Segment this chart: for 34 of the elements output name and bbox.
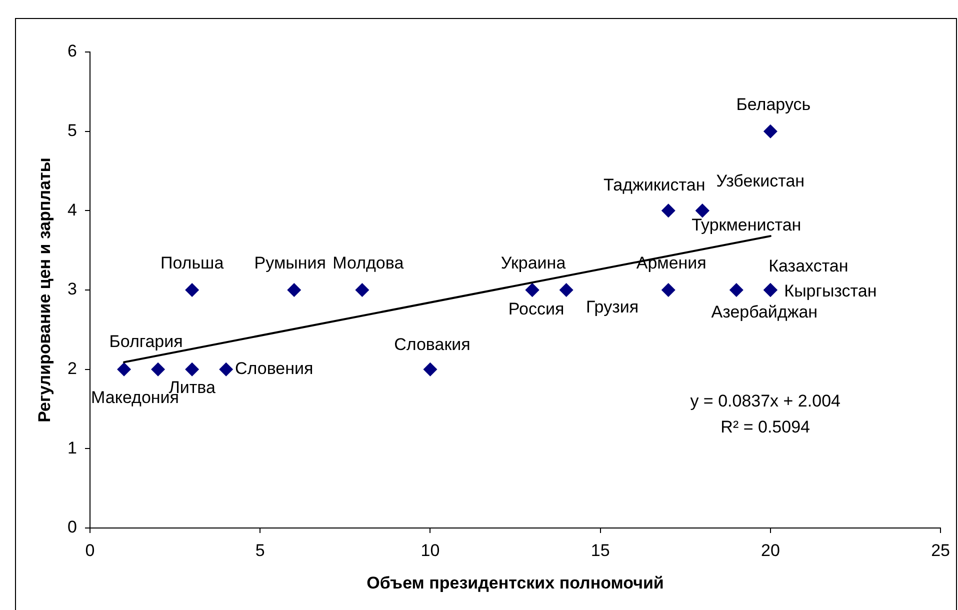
x-tick-label: 25 [931,540,950,560]
y-tick-label: 2 [68,359,77,378]
annotation: Армения [636,254,706,273]
annotation: y = 0.0837x + 2.004 [690,392,840,411]
y-axis-title: Регулирование цен и зарплаты [34,158,54,422]
x-tick-label: 0 [85,540,95,560]
x-axis-title: Объем президентских полномочий [366,573,664,592]
x-tick-label: 15 [590,540,610,560]
annotation: Молдова [332,254,404,273]
annotation: Казахстан [768,256,848,276]
annotation: Румыния [254,254,326,273]
y-tick-label: 1 [68,438,77,458]
annotation: R² = 0.5094 [720,418,810,437]
y-tick-label: 3 [68,280,77,299]
y-tick-label: 5 [68,121,77,140]
y-tick-label: 6 [68,42,77,61]
annotation: Болгария [109,332,183,352]
annotation: Узбекистан [716,171,805,190]
x-tick-label: 5 [255,540,265,560]
annotation: Украина [500,254,566,273]
x-tick-label: 20 [760,540,780,560]
y-tick-label: 0 [68,518,77,537]
annotation: Беларусь [736,95,811,114]
annotation: Кыргызстан [784,282,877,301]
y-tick-label: 4 [68,200,77,220]
annotation: Польша [160,254,224,273]
annotation: Словения [234,359,314,378]
annotation: Таджикистан [604,175,706,194]
annotation: Россия [508,300,564,319]
annotation: Туркменистан [692,215,802,234]
annotation: Азербайджан [711,302,818,322]
annotation: Грузия [586,298,639,317]
annotation: Словакия [394,335,470,354]
x-tick-label: 10 [420,540,440,560]
